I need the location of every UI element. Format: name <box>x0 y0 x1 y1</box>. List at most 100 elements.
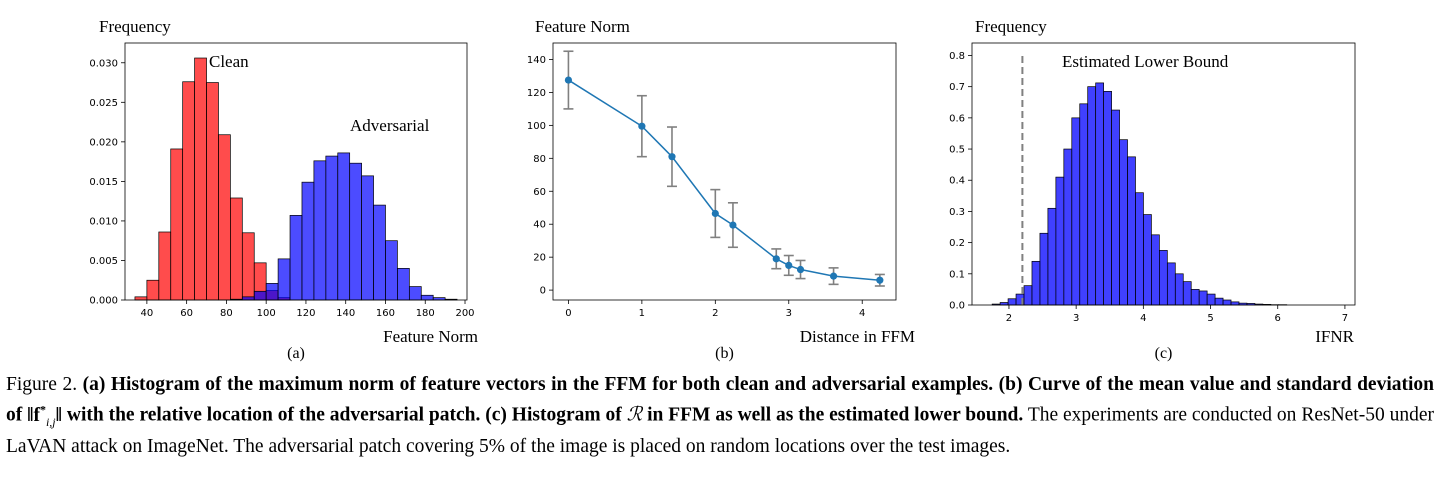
x-axis-label: Distance in FFM <box>800 327 915 346</box>
x-tick-label: 80 <box>220 308 233 319</box>
y-axis-label: Frequency <box>975 17 1047 36</box>
mean-point <box>876 276 884 284</box>
ifnr-bar <box>1111 109 1120 306</box>
adversarial-bar <box>253 290 267 301</box>
mean-point <box>668 153 676 161</box>
caption-bold-a: (a) Histogram of the maximum norm of fea… <box>6 374 1434 426</box>
y-axis-label: Frequency <box>99 17 171 36</box>
y-tick-label: 0.020 <box>89 137 118 148</box>
y-tick-label: 0.6 <box>949 113 965 124</box>
caption-bold-b: with the relative location of the advers… <box>61 404 627 426</box>
ifnr-bar <box>1159 250 1168 306</box>
figure-2: 40 60 80 100 120 140 160 180 2000.0000.0050.0100… <box>89 17 1356 362</box>
y-tick-label: 0.2 <box>949 238 965 249</box>
ifnr-bar <box>1007 298 1017 306</box>
mean-point <box>772 255 780 263</box>
mean-line <box>568 79 880 281</box>
ifnr-bar <box>1023 285 1033 306</box>
y-tick-label: 0.030 <box>89 58 118 69</box>
annotation-clean: Clean <box>209 52 249 71</box>
y-tick-label: 60 <box>533 187 546 198</box>
y-tick-label: 80 <box>533 154 546 165</box>
caption-prefix: Figure 2. <box>6 374 83 395</box>
adversarial-bar <box>408 286 422 301</box>
x-tick-label: 6 <box>1275 313 1281 324</box>
clean-bar <box>134 296 148 301</box>
adversarial-bar <box>361 175 374 301</box>
ifnr-bar <box>1222 299 1232 306</box>
x-tick-label: 100 <box>257 308 276 319</box>
caption-math-sub: i,j <box>45 414 56 429</box>
ifnr-bar <box>1182 281 1192 306</box>
x-tick-label: 4 <box>1140 313 1146 324</box>
caption-rest: The experiments are conducted on ResNet-… <box>6 404 1434 458</box>
y-tick-label: 0.005 <box>89 256 118 267</box>
x-tick-label: 7 <box>1342 313 1348 324</box>
ifnr-bar <box>1039 232 1049 306</box>
axes-frame <box>552 42 897 301</box>
ifnr-bar <box>1198 290 1208 306</box>
adversarial-bar <box>337 152 351 301</box>
ifnr-bar <box>1031 260 1041 306</box>
ifnr-bar <box>1127 156 1136 306</box>
clean-bar <box>218 134 231 301</box>
adversarial-bar <box>289 215 303 301</box>
adversarial-bar <box>385 240 398 301</box>
lower-bound-label: Estimated Lower Bound <box>1062 52 1229 71</box>
y-tick-label: 0.3 <box>949 207 965 218</box>
mean-point <box>796 265 805 274</box>
caption-math-sup: * <box>39 402 46 416</box>
ifnr-bar <box>1190 289 1200 306</box>
adversarial-bar <box>420 294 434 301</box>
caption-math-norm-close: ‖ <box>55 404 62 426</box>
x-axis-label: Feature Norm <box>383 327 478 346</box>
x-tick-label: 3 <box>786 308 792 319</box>
y-tick-label: 0 <box>540 286 546 297</box>
x-tick-label: 0 <box>565 308 571 319</box>
y-axis-label: Feature Norm <box>535 17 630 36</box>
x-tick-label: 200 <box>455 308 474 319</box>
y-tick-label: 0.7 <box>949 82 965 93</box>
y-tick-label: 0.8 <box>949 51 965 62</box>
adversarial-bar <box>313 160 327 301</box>
clean-bar <box>206 82 219 301</box>
mean-point <box>729 221 737 229</box>
x-tick-label: 40 <box>141 308 154 319</box>
ifnr-bar <box>1151 234 1160 306</box>
ifnr-bar <box>1063 148 1073 306</box>
mean-point <box>638 122 646 130</box>
adversarial-bar <box>349 162 362 301</box>
y-tick-label: 0.5 <box>949 145 965 156</box>
ifnr-bar <box>1079 103 1089 306</box>
x-tick-label: 3 <box>1073 313 1079 324</box>
caption-bold-c: in FFM as well as the estimated lower bo… <box>642 404 1024 426</box>
panel-label: (c) <box>1155 345 1173 362</box>
x-tick-label: 2 <box>1006 313 1012 324</box>
clean-bar <box>241 232 255 301</box>
clean-bar <box>182 81 195 301</box>
figure-caption: Figure 2. (a) Histogram of the maximum n… <box>6 372 1434 459</box>
ifnr-bar <box>1214 297 1224 306</box>
y-tick-label: 100 <box>527 121 546 132</box>
panel-label: (b) <box>715 345 734 362</box>
mean-point <box>564 76 573 84</box>
ifnr-bar <box>1135 192 1144 306</box>
caption-math-norm-open: ‖f <box>27 404 40 426</box>
ifnr-bar <box>1087 86 1097 306</box>
caption-math-r: ℛ <box>626 404 643 426</box>
adversarial-bar <box>325 155 339 301</box>
x-tick-label: 60 <box>180 308 193 319</box>
x-tick-label: 1 <box>639 308 645 319</box>
y-tick-label: 0.1 <box>949 269 965 280</box>
ifnr-bar <box>1206 293 1216 306</box>
axes-frame <box>124 42 468 301</box>
ifnr-bar <box>1071 117 1081 306</box>
ifnr-bar <box>1095 82 1104 306</box>
panel-label: (a) <box>287 345 305 362</box>
ifnr-bar <box>1055 176 1065 306</box>
ifnr-bar <box>1166 262 1176 306</box>
x-tick-label: 4 <box>859 308 865 319</box>
adversarial-bar <box>373 204 386 301</box>
x-tick-label: 140 <box>336 308 355 319</box>
